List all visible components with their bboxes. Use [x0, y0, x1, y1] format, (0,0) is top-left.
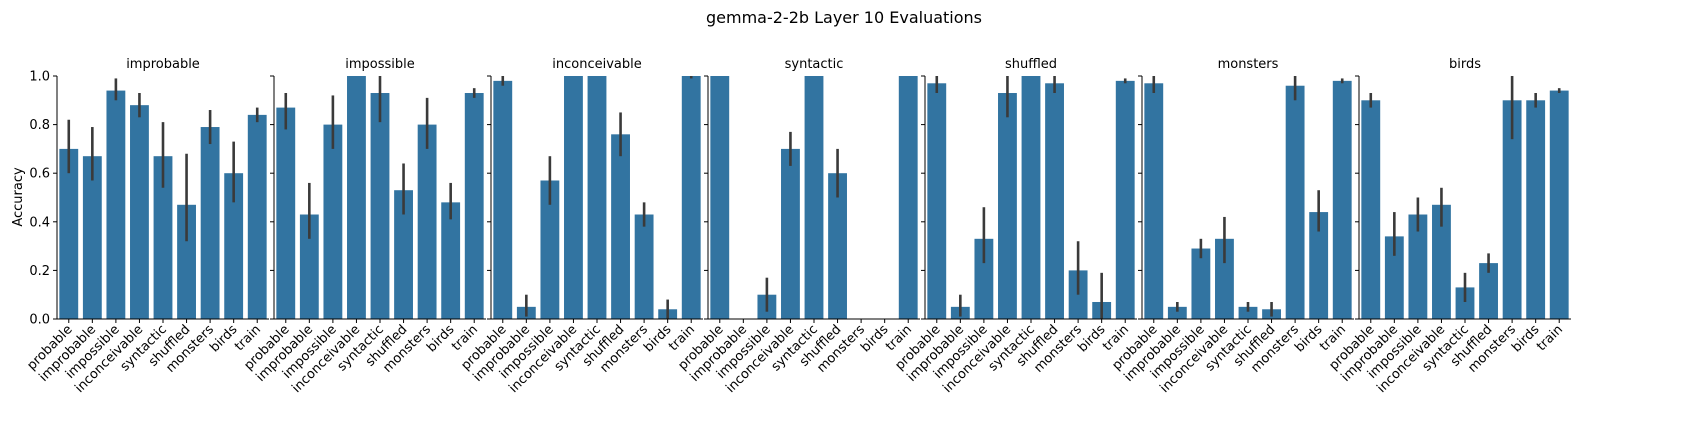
bar — [1144, 83, 1164, 319]
bar — [441, 202, 461, 319]
panel-group: improbable0.00.20.40.60.81.0probableimpr… — [24, 57, 1571, 396]
bar — [1045, 83, 1064, 319]
bar — [611, 134, 630, 319]
bar — [59, 148, 79, 319]
bar — [1502, 100, 1522, 319]
bar — [1309, 212, 1329, 319]
bar — [828, 173, 847, 319]
bar — [1332, 80, 1352, 319]
panel-0: improbable0.00.20.40.60.81.0probableimpr… — [24, 57, 269, 396]
bar — [927, 83, 947, 319]
bar — [681, 76, 701, 319]
bar — [1238, 306, 1258, 319]
y-tick-label: 0.6 — [29, 167, 50, 182]
y-tick-label: 0.4 — [29, 215, 50, 230]
bar — [1549, 90, 1569, 319]
bar — [130, 105, 149, 319]
bar — [1167, 306, 1187, 319]
bar — [1021, 76, 1041, 319]
bar — [1479, 263, 1498, 319]
bar — [1455, 287, 1475, 319]
bar — [564, 76, 583, 319]
bar — [1526, 100, 1546, 319]
bar — [200, 127, 220, 319]
x-tick-label: train — [1534, 322, 1566, 354]
bar — [804, 76, 824, 319]
bar — [394, 190, 413, 319]
bar — [323, 124, 343, 319]
panel-title: syntactic — [785, 57, 844, 72]
bar — [540, 180, 560, 319]
bar — [153, 156, 173, 319]
bar — [1361, 100, 1381, 319]
bar — [1285, 85, 1305, 319]
y-tick-label: 0.8 — [29, 118, 50, 133]
y-axis-label: Accuracy — [11, 167, 26, 227]
bar — [587, 76, 607, 319]
bar — [1384, 236, 1404, 319]
panel-title: inconceivable — [552, 57, 641, 72]
bar — [82, 156, 102, 319]
bar — [299, 214, 319, 319]
panel-title: impossible — [345, 57, 415, 72]
bar — [493, 80, 513, 319]
bar — [247, 114, 267, 319]
panel-title: monsters — [1218, 57, 1279, 72]
bar — [177, 204, 196, 319]
bar — [347, 76, 366, 319]
bar — [370, 93, 390, 319]
panel-title: shuffled — [1005, 57, 1057, 72]
bar — [1215, 238, 1234, 319]
bar — [1115, 80, 1135, 319]
bar — [634, 214, 654, 319]
panel-4: shuffledprobableimprobableimpossibleinco… — [892, 57, 1137, 396]
bar — [224, 173, 244, 319]
y-tick-label: 0.2 — [29, 264, 50, 279]
bar — [710, 76, 730, 319]
bar — [276, 107, 296, 319]
panel-title: birds — [1449, 57, 1481, 72]
panel-3: syntacticprobableimprobableimpossibleinc… — [675, 57, 920, 396]
bar — [464, 93, 484, 319]
panel-6: birdsprobableimprobableimpossibleinconce… — [1326, 57, 1571, 396]
y-tick-label: 0.0 — [29, 313, 50, 328]
bar — [998, 93, 1017, 319]
y-tick-label: 1.0 — [29, 70, 50, 85]
bar — [1432, 204, 1451, 319]
bar — [417, 124, 437, 319]
figure-title: gemma-2-2b Layer 10 Evaluations — [706, 8, 982, 27]
bar — [1191, 248, 1211, 319]
bar — [974, 238, 994, 319]
bar — [898, 76, 918, 319]
panel-2: inconceivableprobableimprobableimpossibl… — [458, 57, 703, 396]
panel-1: impossibleprobableimprobableimpossiblein… — [241, 57, 486, 396]
panel-title: improbable — [126, 57, 200, 72]
panel-5: monstersprobableimprobableimpossibleinco… — [1109, 57, 1354, 396]
bar — [1408, 214, 1428, 319]
bar — [781, 148, 800, 319]
bar — [106, 90, 126, 319]
